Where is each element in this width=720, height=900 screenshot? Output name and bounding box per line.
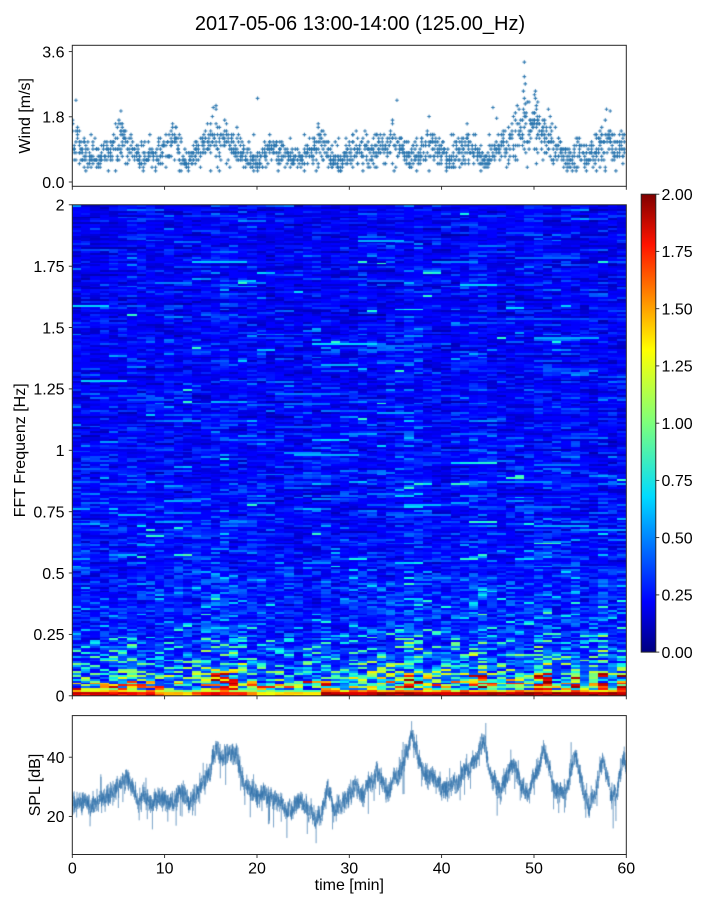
svg-text:1.8: 1.8: [42, 110, 64, 127]
svg-text:0: 0: [68, 861, 77, 878]
svg-text:20: 20: [47, 809, 65, 826]
svg-text:1.5: 1.5: [42, 320, 64, 337]
svg-text:0.75: 0.75: [662, 473, 693, 490]
svg-text:30: 30: [340, 861, 358, 878]
svg-text:50: 50: [525, 861, 543, 878]
svg-text:1.25: 1.25: [662, 359, 693, 376]
svg-text:20: 20: [248, 861, 266, 878]
svg-text:40: 40: [47, 750, 65, 767]
svg-text:1: 1: [56, 443, 65, 460]
svg-text:10: 10: [156, 861, 174, 878]
svg-text:0.0: 0.0: [42, 175, 64, 192]
svg-text:1.75: 1.75: [662, 244, 693, 261]
svg-text:1.25: 1.25: [33, 382, 64, 399]
svg-text:40: 40: [433, 861, 451, 878]
svg-text:3.6: 3.6: [42, 44, 64, 61]
svg-text:2: 2: [56, 198, 65, 215]
svg-text:60: 60: [617, 861, 635, 878]
svg-text:Wind [m/s]: Wind [m/s]: [17, 78, 34, 154]
svg-text:0.25: 0.25: [33, 627, 64, 644]
svg-text:0.50: 0.50: [662, 530, 693, 547]
svg-text:0.5: 0.5: [42, 566, 64, 583]
svg-text:1.00: 1.00: [662, 416, 693, 433]
svg-text:1.50: 1.50: [662, 302, 693, 319]
svg-text:2.00: 2.00: [662, 187, 693, 204]
svg-text:0.25: 0.25: [662, 588, 693, 605]
svg-text:0.75: 0.75: [33, 505, 64, 522]
svg-text:FFT Frequenz [Hz]: FFT Frequenz [Hz]: [12, 383, 29, 517]
svg-text:1.75: 1.75: [33, 259, 64, 276]
svg-text:2017-05-06 13:00-14:00 (125.00: 2017-05-06 13:00-14:00 (125.00_Hz): [195, 13, 525, 35]
svg-text:SPL [dB]: SPL [dB]: [27, 754, 44, 817]
svg-text:time [min]: time [min]: [315, 877, 384, 894]
svg-text:0: 0: [56, 689, 65, 706]
svg-text:0.00: 0.00: [662, 645, 693, 662]
